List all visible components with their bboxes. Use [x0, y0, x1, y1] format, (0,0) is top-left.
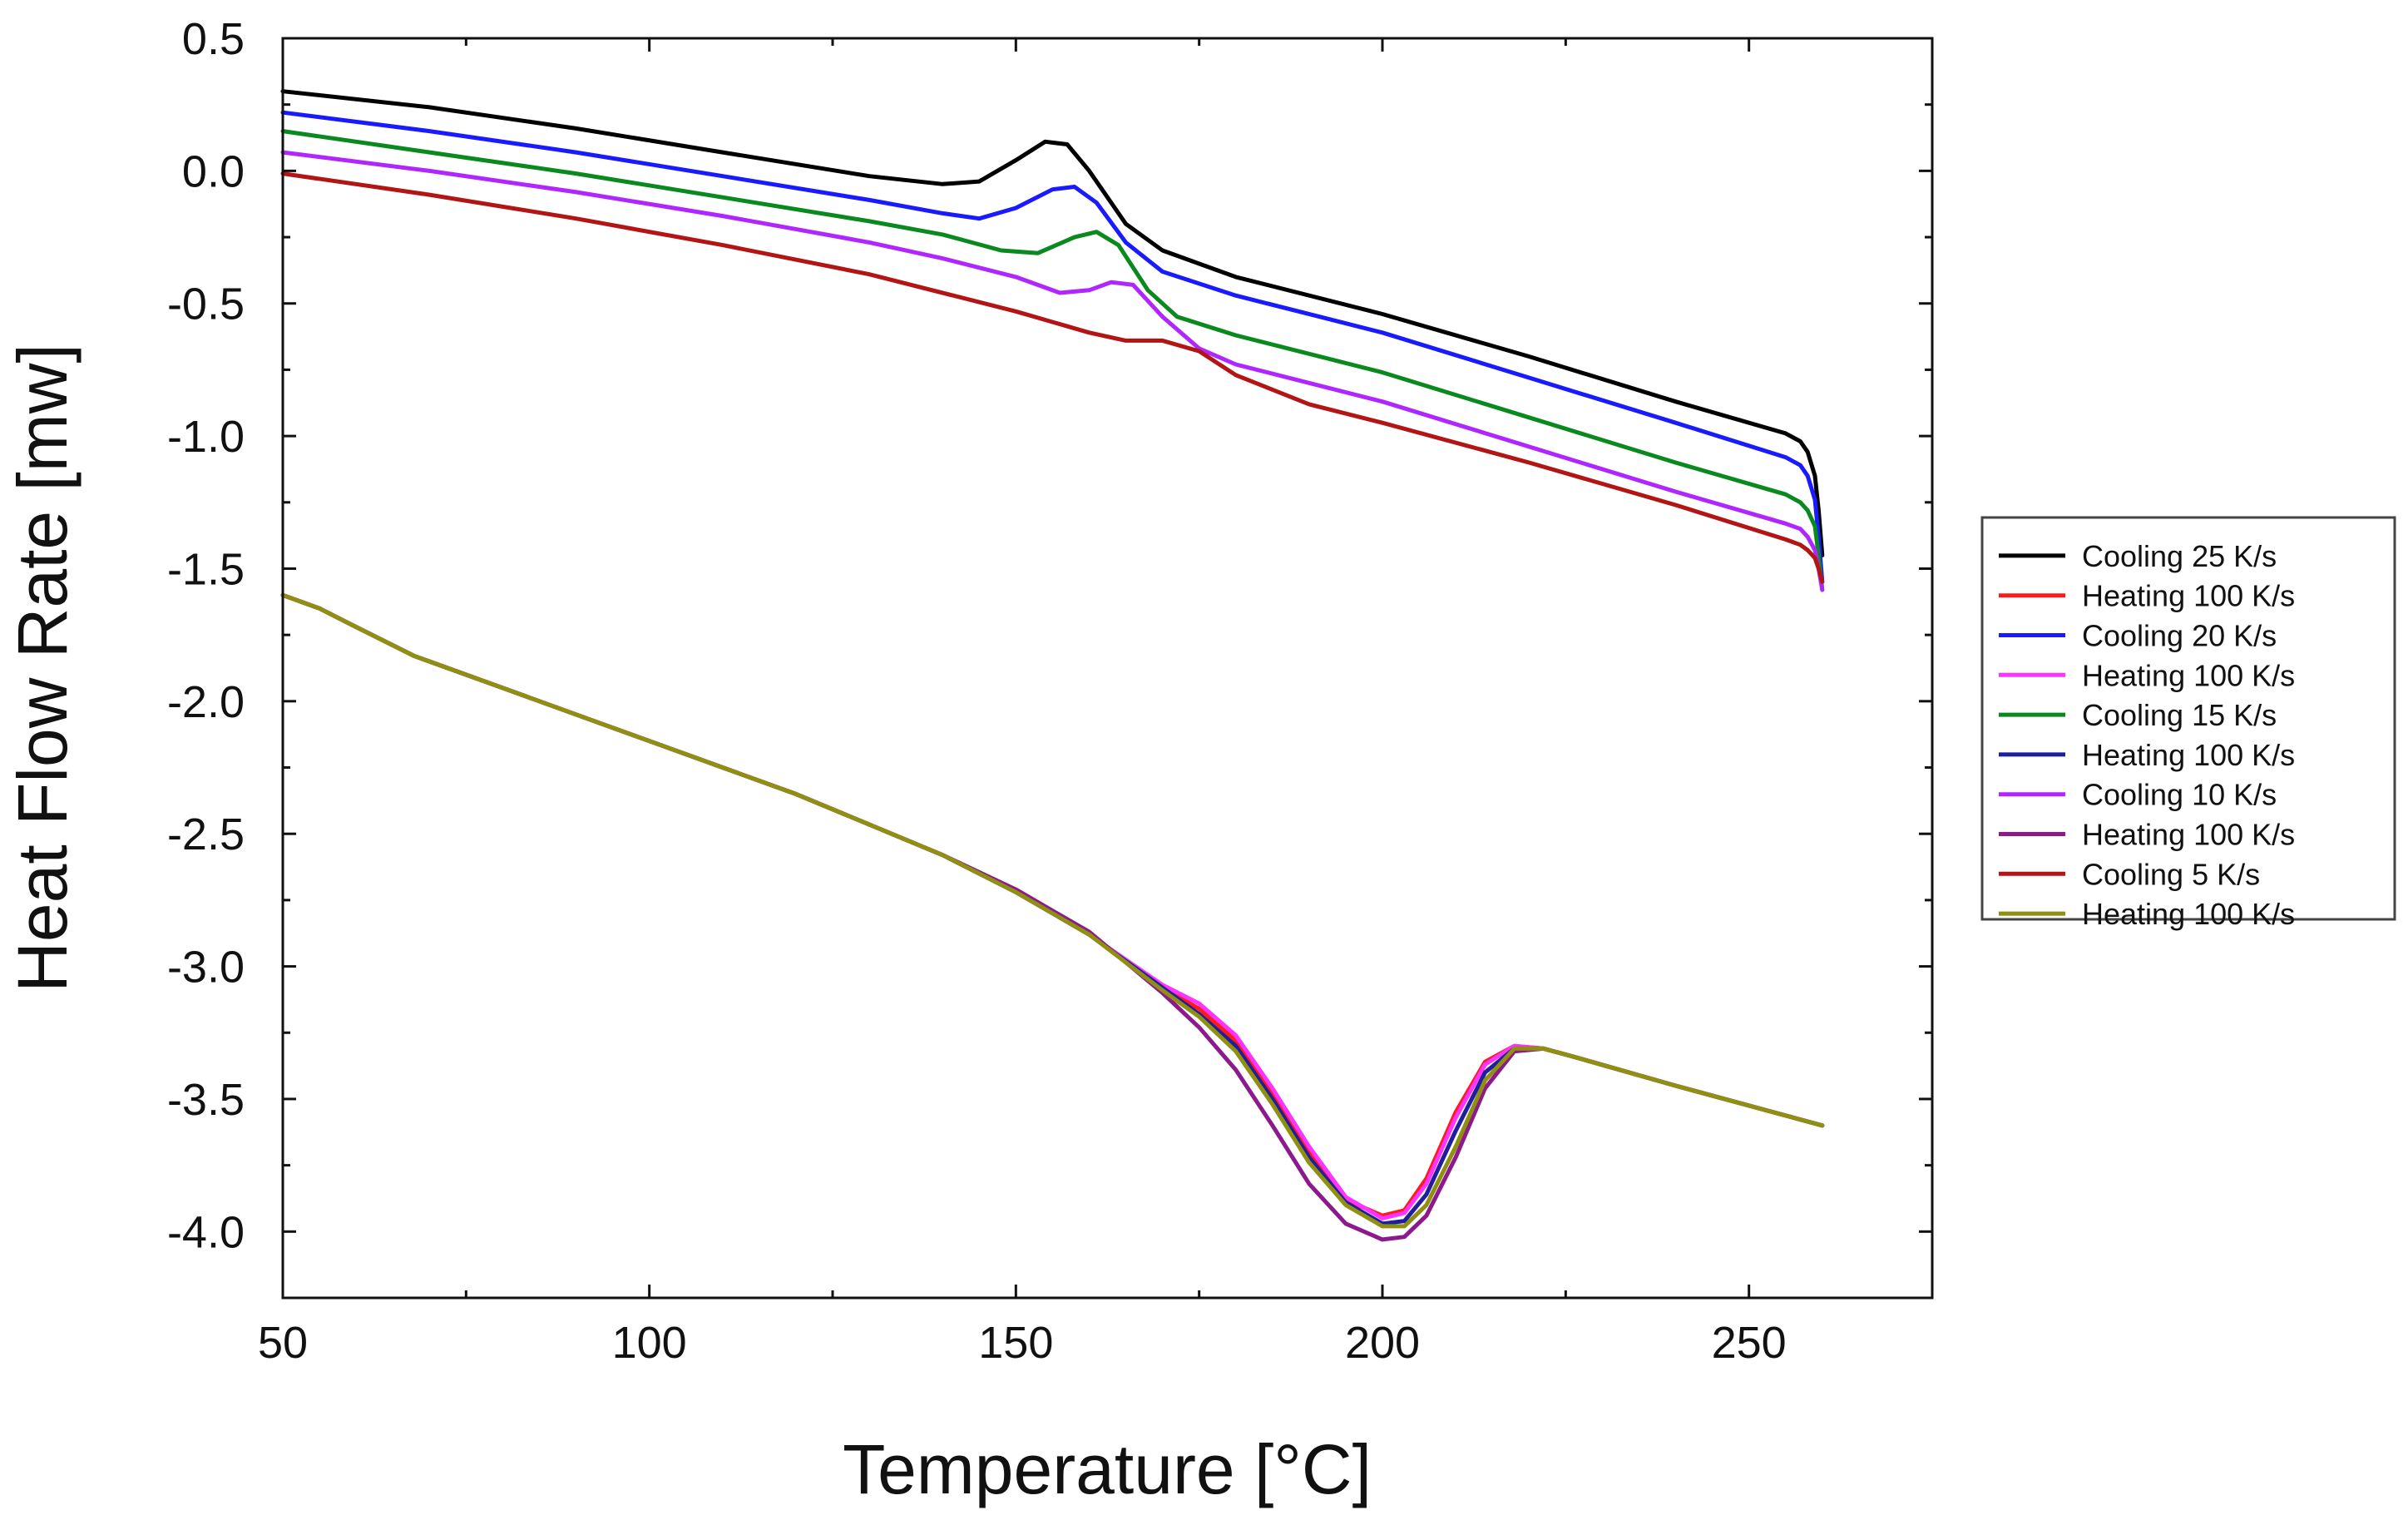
y-tick-label: -1.0 — [167, 412, 245, 462]
plot-frame — [283, 38, 1932, 1298]
y-tick-label: -4.0 — [167, 1207, 245, 1257]
dsc-line-chart: 50 100 150 200 250 0.5 0.0 -0.5 -1.0 -1.5 -2.0 -2.5… — [0, 0, 2408, 1525]
x-axis-title: Temperature [°C] — [843, 1430, 1372, 1508]
y-tick-label: 0.5 — [182, 14, 245, 64]
x-tick-label: 200 — [1345, 1318, 1420, 1368]
legend-label-2: Heating 100 K/s — [2082, 579, 2295, 613]
x-tick-label: 150 — [978, 1318, 1053, 1368]
legend-label-9: Cooling 5 K/s — [2082, 857, 2260, 891]
x-tick-label: 250 — [1712, 1318, 1787, 1368]
y-tick-label: -3.0 — [167, 943, 245, 993]
legend-label-3: Cooling 20 K/s — [2082, 619, 2277, 653]
legend-label-8: Heating 100 K/s — [2082, 818, 2295, 852]
legend: Cooling 25 K/s Heating 100 K/s Cooling 20 … — [1982, 517, 2395, 931]
legend-label-4: Heating 100 K/s — [2082, 658, 2295, 692]
y-tick-label: -1.5 — [167, 544, 245, 594]
legend-label-7: Cooling 10 K/s — [2082, 778, 2277, 812]
y-tick-label: 0.0 — [182, 146, 245, 196]
y-tick-label: -3.5 — [167, 1075, 245, 1125]
legend-label-10: Heating 100 K/s — [2082, 897, 2295, 931]
series-layer — [283, 92, 1822, 1240]
series-line-5 — [283, 131, 1822, 590]
ticks-layer: 50 100 150 200 250 0.5 0.0 -0.5 -1.0 -1.5 -2.0 -2.5… — [167, 14, 1932, 1368]
legend-label-5: Cooling 15 K/s — [2082, 698, 2277, 732]
y-tick-label: -0.5 — [167, 280, 245, 329]
x-tick-label: 100 — [612, 1318, 687, 1368]
legend-label-1: Cooling 25 K/s — [2082, 539, 2277, 573]
y-tick-label: -2.0 — [167, 677, 245, 727]
series-line-2 — [283, 595, 1822, 1216]
series-line-7 — [283, 152, 1822, 590]
x-tick-label: 50 — [258, 1318, 308, 1368]
y-axis-title: Heat Flow Rate [mw] — [3, 344, 82, 993]
legend-label-6: Heating 100 K/s — [2082, 738, 2295, 772]
series-line-4 — [283, 595, 1822, 1218]
y-tick-label: -2.5 — [167, 810, 245, 859]
